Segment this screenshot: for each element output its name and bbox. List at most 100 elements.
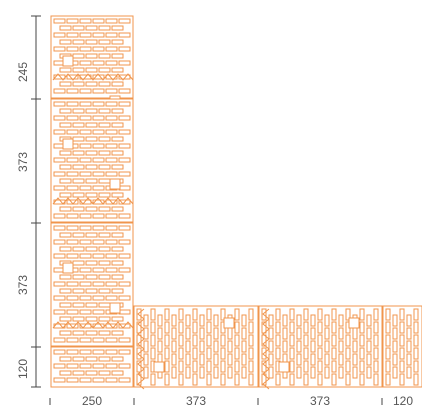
brick-cavity [338,340,344,353]
brick-cavity [105,18,118,24]
brick-cavity [338,327,344,340]
brick-cavity [331,360,337,373]
brick-square-cell [62,262,74,274]
brick-cavity [118,377,131,383]
brick-cavity [105,157,118,163]
brick-cavity [98,25,111,31]
brick-cavity [366,327,372,340]
horizontal-wall-blocks [133,305,422,390]
interlock-profile [137,308,145,390]
brick-cavity [206,347,212,360]
brick-cavity [59,370,72,376]
brick-cavity [72,81,85,87]
brick-cavity [413,334,419,347]
brick-cavity [53,185,66,191]
brick-cavity [92,171,105,177]
brick-cavity [234,347,240,360]
brick-cavity [66,295,79,301]
brick-cavity [59,81,72,87]
brick-cavity [338,353,344,366]
brick-cavity [399,360,405,373]
brick-cavity [59,150,72,156]
brick-cavity [413,347,419,360]
brick-cavity [105,295,118,301]
brick-cavity [92,281,105,287]
brick-square-cell [153,361,165,373]
brick-cavity [118,157,131,163]
brick-cavity [118,363,131,369]
brick-cavity [79,143,92,149]
brick-cavity [105,46,118,52]
brick-cavity [85,136,98,142]
brick-cavity [98,39,111,45]
horizontal-dim-label-373b: 373 [310,394,330,407]
brick-cavity [366,314,372,327]
brick-cavity [92,239,105,245]
brick-cavity [59,246,72,252]
brick-cavity [199,314,205,327]
brick-cavity [296,327,302,340]
brick-cavity [199,366,205,379]
brick-cavity [289,334,295,347]
brick-cavity [92,199,105,205]
brick-cavity [111,192,124,198]
brick-cavity [282,327,288,340]
brick-square-cell [278,361,290,373]
brick-cavity [366,366,372,379]
brick-cavity [59,164,72,170]
brick-cavity [59,67,72,73]
brick-cavity [248,373,254,386]
vertical-dim-label-245: 245 [16,62,30,82]
brick-cavity [98,260,111,266]
brick-cavity [92,60,105,66]
brick-cavity [118,267,131,273]
brick-cavity [85,164,98,170]
brick-cavity [220,373,226,386]
brick-cavity [72,25,85,31]
brick-cavity [289,360,295,373]
brick-cavity [118,18,131,24]
brick-cavity [105,101,118,107]
brick-cavity [79,349,92,355]
brick-cavity [164,321,170,334]
brick-cavity [178,347,184,360]
brick-cavity [268,327,274,340]
brick-cavity [171,327,177,340]
brick-cavity [92,143,105,149]
brick-cavity [53,157,66,163]
brick-cavity [118,32,131,38]
brick-cavity [72,136,85,142]
brick-cavity [303,308,309,321]
brick-cavity [72,150,85,156]
brick-cavity [206,334,212,347]
brick-cavity [72,39,85,45]
brick-cavity [105,143,118,149]
brick-cavity [385,347,391,360]
brick-cavity [248,321,254,334]
brick-cavity [66,363,79,369]
brick-cavity [85,274,98,280]
brick-cavity [111,316,124,322]
brick-cavity [98,122,111,128]
brick-cavity [111,122,124,128]
brick-cavity [241,353,247,366]
brick-cavity [111,330,124,336]
brick-cavity [111,67,124,73]
brick-square-cell [223,317,235,329]
brick-cavity [92,213,105,219]
brick-square-cell [62,55,74,67]
brick-cavity [118,60,131,66]
brick-cavity [66,46,79,52]
brick-cavity [118,349,131,355]
brick-cavity [72,164,85,170]
brick-cavity [79,225,92,231]
brick-cavity [85,206,98,212]
brick-cavity [352,327,358,340]
brick-cavity [111,164,124,170]
brick-cavity [317,360,323,373]
brick-cavity [118,225,131,231]
brick-cavity [373,373,379,386]
brick-cavity [392,314,398,327]
brick-cavity [79,60,92,66]
brick-cavity [92,129,105,135]
